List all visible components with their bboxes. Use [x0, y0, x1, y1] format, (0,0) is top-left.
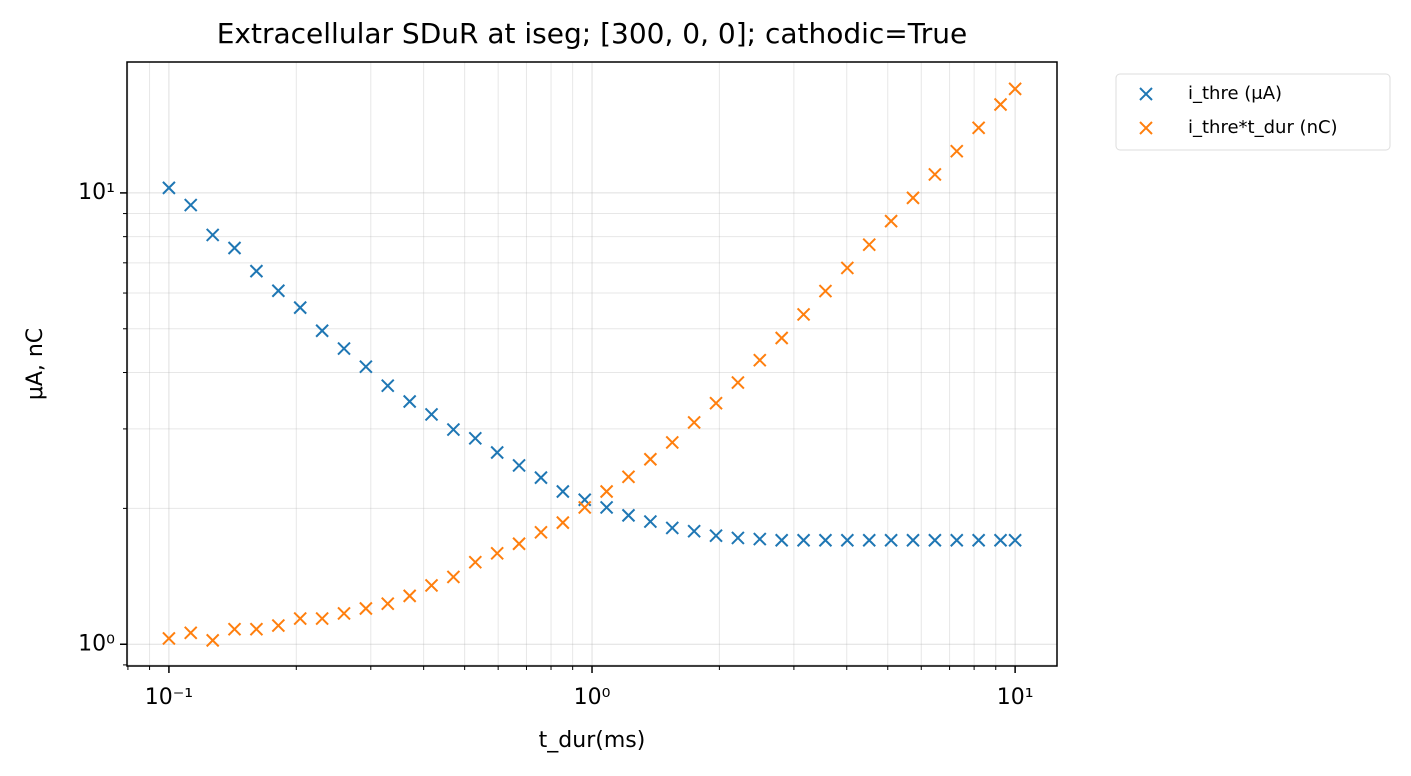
- marker: [424, 407, 439, 422]
- marker: [643, 452, 658, 466]
- marker: [578, 500, 592, 515]
- y-tick-label: 10⁰: [78, 631, 115, 656]
- marker: [490, 546, 504, 561]
- marker: [884, 214, 898, 228]
- marker: [534, 525, 548, 540]
- marker: [906, 533, 920, 547]
- marker: [731, 375, 745, 390]
- marker: [184, 198, 198, 212]
- marker: [753, 353, 767, 367]
- marker: [446, 570, 461, 584]
- marker: [534, 470, 548, 485]
- marker: [950, 533, 964, 547]
- legend-label: i_thre (μA): [1188, 83, 1282, 104]
- marker: [599, 500, 614, 515]
- marker: [971, 533, 986, 547]
- marker: [293, 611, 307, 626]
- marker: [928, 533, 942, 547]
- marker: [446, 422, 461, 437]
- marker: [315, 324, 329, 338]
- x-tick-label: 10⁰: [574, 685, 611, 710]
- marker: [1008, 533, 1022, 547]
- marker: [709, 396, 723, 410]
- marker: [796, 533, 811, 547]
- marker: [162, 181, 176, 195]
- marker: [424, 578, 439, 593]
- marker: [468, 431, 483, 445]
- marker: [402, 589, 417, 603]
- grid: [127, 62, 1057, 666]
- marker: [774, 331, 789, 345]
- marker: [665, 435, 679, 450]
- marker: [249, 622, 264, 636]
- chart-title: Extracellular SDuR at iseg; [300, 0, 0];…: [217, 17, 968, 50]
- marker: [271, 618, 286, 633]
- marker: [271, 284, 286, 298]
- marker: [381, 596, 395, 611]
- marker: [402, 394, 417, 409]
- marker: [621, 508, 636, 523]
- marker: [709, 528, 723, 543]
- x-tick-label: 10¹: [997, 685, 1034, 710]
- marker: [971, 121, 986, 135]
- marker: [993, 533, 1008, 547]
- marker: [884, 533, 898, 547]
- marker: [774, 533, 789, 547]
- marker: [840, 533, 855, 547]
- marker: [337, 341, 351, 356]
- marker: [359, 601, 373, 616]
- marker: [818, 284, 833, 298]
- marker: [490, 445, 504, 460]
- marker: [184, 626, 198, 640]
- marker: [359, 360, 373, 374]
- marker: [796, 307, 811, 322]
- plot-frame: [126, 61, 1058, 667]
- marker: [227, 622, 242, 636]
- legend-box: [1115, 73, 1391, 151]
- marker: [818, 533, 833, 547]
- marker: [621, 470, 636, 484]
- legend: i_thre (μA) i_thre*t_dur (nC): [1115, 73, 1391, 151]
- marker: [731, 531, 745, 545]
- marker: [512, 458, 526, 473]
- marker: [687, 415, 701, 430]
- marker: [753, 532, 767, 546]
- legend-marker: [1139, 87, 1153, 101]
- marker: [512, 537, 526, 551]
- x-tick-label: 10⁻¹: [145, 685, 193, 710]
- marker: [556, 484, 570, 499]
- marker: [293, 300, 307, 315]
- marker: [643, 514, 658, 529]
- marker: [381, 378, 395, 393]
- y-tick-label: 10¹: [78, 180, 115, 205]
- marker: [993, 97, 1008, 112]
- marker: [227, 241, 242, 255]
- legend-marker: [1139, 121, 1153, 135]
- marker: [950, 144, 964, 158]
- marker: [205, 633, 220, 648]
- marker: [162, 631, 176, 646]
- marker: [862, 533, 876, 547]
- x-axis-label: t_dur(ms): [539, 728, 646, 753]
- legend-label: i_thre*t_dur (nC): [1188, 117, 1338, 138]
- marker: [599, 484, 614, 499]
- marker: [906, 191, 920, 205]
- marker: [468, 555, 483, 569]
- marker: [862, 237, 876, 252]
- y-axis-label: μA, nC: [23, 328, 48, 400]
- marker: [337, 606, 351, 621]
- marker: [840, 261, 855, 275]
- marker: [665, 521, 679, 535]
- marker: [928, 167, 942, 182]
- marker: [205, 228, 220, 242]
- marker: [315, 611, 329, 626]
- marker: [249, 264, 264, 278]
- marker: [687, 524, 701, 538]
- marker: [556, 515, 570, 530]
- marker: [1008, 82, 1022, 96]
